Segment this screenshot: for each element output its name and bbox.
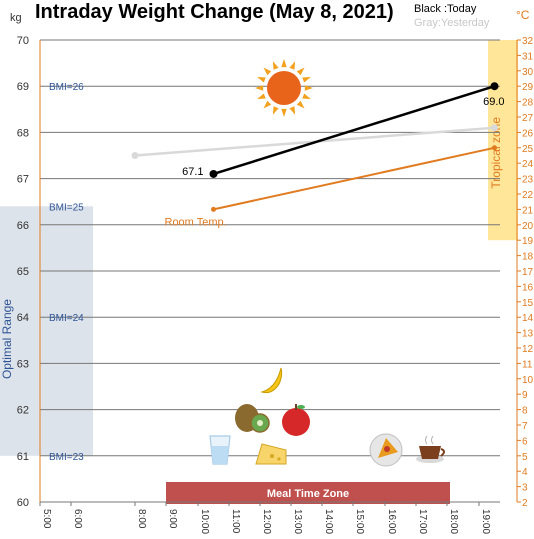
y-tick-label: 63 — [17, 358, 29, 370]
today-point — [490, 82, 499, 91]
right-tick-label: 26 — [522, 128, 534, 139]
background-bands: Optimal Range Tropical zone Meal Time Zone — [0, 40, 518, 504]
y-tick-label: 67 — [17, 174, 29, 186]
y-tick-label: 62 — [17, 405, 29, 417]
y-tick-label: 66 — [17, 220, 29, 232]
x-tick-label: 10:00 — [199, 509, 210, 534]
right-tick-label: 3 — [522, 483, 528, 494]
room_temp-point — [211, 206, 216, 212]
today-point — [209, 169, 218, 178]
right-tick-label: 31 — [522, 51, 534, 62]
right-tick-label: 4 — [522, 467, 528, 478]
right-tick-label: 24 — [522, 159, 534, 170]
meal-time-zone-bar — [166, 482, 450, 504]
right-tick-label: 12 — [522, 344, 534, 355]
y-tick-label: 64 — [17, 312, 29, 324]
optimal-range-band — [0, 206, 93, 456]
x-tick-label: 16:00 — [386, 509, 397, 534]
x-tick-label: 5:00 — [41, 509, 52, 529]
right-tick-label: 16 — [522, 282, 534, 293]
y-tick-label: 69 — [17, 81, 29, 93]
right-tick-label: 19 — [522, 236, 534, 247]
right-tick-label: 5 — [522, 452, 528, 463]
food-icons — [209, 59, 445, 467]
x-tick-label: 19:00 — [480, 509, 491, 534]
right-tick-label: 27 — [522, 113, 534, 124]
right-tick-label: 18 — [522, 252, 534, 263]
right-tick-label: 6 — [522, 436, 528, 447]
bmi-label: BMI=23 — [49, 452, 84, 463]
legend-yesterday: Gray:Yesterday — [414, 17, 490, 29]
tropical-zone-label: Tropical zone — [489, 117, 503, 189]
y-tick-label: 65 — [17, 266, 29, 278]
optimal-range-label: Optimal Range — [0, 299, 14, 379]
x-tick-label: 8:00 — [136, 509, 147, 529]
right-tick-label: 25 — [522, 144, 534, 155]
right-tick-label: 8 — [522, 406, 528, 417]
right-tick-label: 28 — [522, 98, 534, 109]
apple-icon — [282, 404, 310, 436]
today-line — [213, 85, 495, 176]
left-axis-unit: kg — [10, 12, 22, 24]
gridlines — [40, 39, 500, 503]
right-tick-label: 29 — [522, 82, 534, 93]
y-tick-label: 60 — [17, 497, 29, 509]
right-axis-unit: °C — [516, 8, 530, 22]
data-label-end: 69.0 — [483, 96, 504, 108]
tropical-zone-band — [488, 40, 518, 241]
right-tick-label: 23 — [522, 175, 534, 186]
right-tick-label: 32 — [522, 36, 534, 47]
y-tick-label: 68 — [17, 127, 29, 139]
right-tick-label: 13 — [522, 329, 534, 340]
yesterday-point — [131, 152, 139, 159]
right-tick-label: 14 — [522, 313, 534, 324]
x-tick-label: 11:00 — [230, 509, 241, 534]
room-temp-label: Room Temp. — [165, 216, 227, 228]
series-lines — [131, 82, 499, 212]
x-tick-label: 9:00 — [167, 509, 178, 529]
x-tick-label: 17:00 — [417, 509, 428, 534]
x-tick-label: 15:00 — [354, 509, 365, 534]
right-tick-label: 9 — [522, 390, 528, 401]
right-tick-label: 22 — [522, 190, 534, 201]
x-tick-label: 6:00 — [72, 509, 83, 529]
right-tick-label: 11 — [522, 359, 533, 370]
sun-icon — [255, 59, 313, 117]
right-tick-label: 15 — [522, 298, 534, 309]
cheese-icon — [255, 443, 287, 465]
x-tick-label: 14:00 — [323, 509, 334, 534]
y-tick-label: 70 — [17, 35, 29, 47]
pizza-icon — [369, 433, 403, 467]
data-label-start: 67.1 — [182, 166, 203, 178]
right-tick-label: 2 — [522, 498, 528, 509]
right-tick-label: 17 — [522, 267, 534, 278]
coffee-cup-icon — [416, 435, 445, 463]
kiwi-icon — [235, 404, 270, 433]
legend-today: Black :Today — [414, 3, 477, 15]
meal-time-zone-label: Meal Time Zone — [267, 488, 349, 500]
banana-icon — [260, 367, 283, 394]
x-tick-label: 12:00 — [261, 509, 272, 534]
bmi-label: BMI=24 — [49, 313, 84, 324]
chart-labels: BMI=26 BMI=25 BMI=24 BMI=23 67.1 69.0 Room Tem… — [49, 82, 505, 463]
water-glass-icon — [209, 435, 231, 465]
bmi-label: BMI=25 — [49, 202, 84, 213]
room_temp-point — [492, 145, 497, 151]
right-tick-label: 30 — [522, 67, 534, 78]
y-tick-label: 61 — [17, 451, 29, 463]
right-tick-label: 21 — [522, 205, 534, 216]
bmi-label: BMI=26 — [49, 82, 84, 93]
x-tick-label: 13:00 — [292, 509, 303, 534]
x-tick-label: 18:00 — [448, 509, 459, 534]
chart-title: Intraday Weight Change (May 8, 2021) — [35, 1, 394, 23]
room_temp-line — [213, 146, 495, 211]
right-tick-label: 20 — [522, 221, 534, 232]
right-tick-label: 7 — [522, 421, 528, 432]
right-tick-label: 10 — [522, 375, 534, 386]
axes: 6061626364656667686970234567891011121314… — [17, 35, 534, 534]
yesterday-point — [491, 124, 498, 132]
